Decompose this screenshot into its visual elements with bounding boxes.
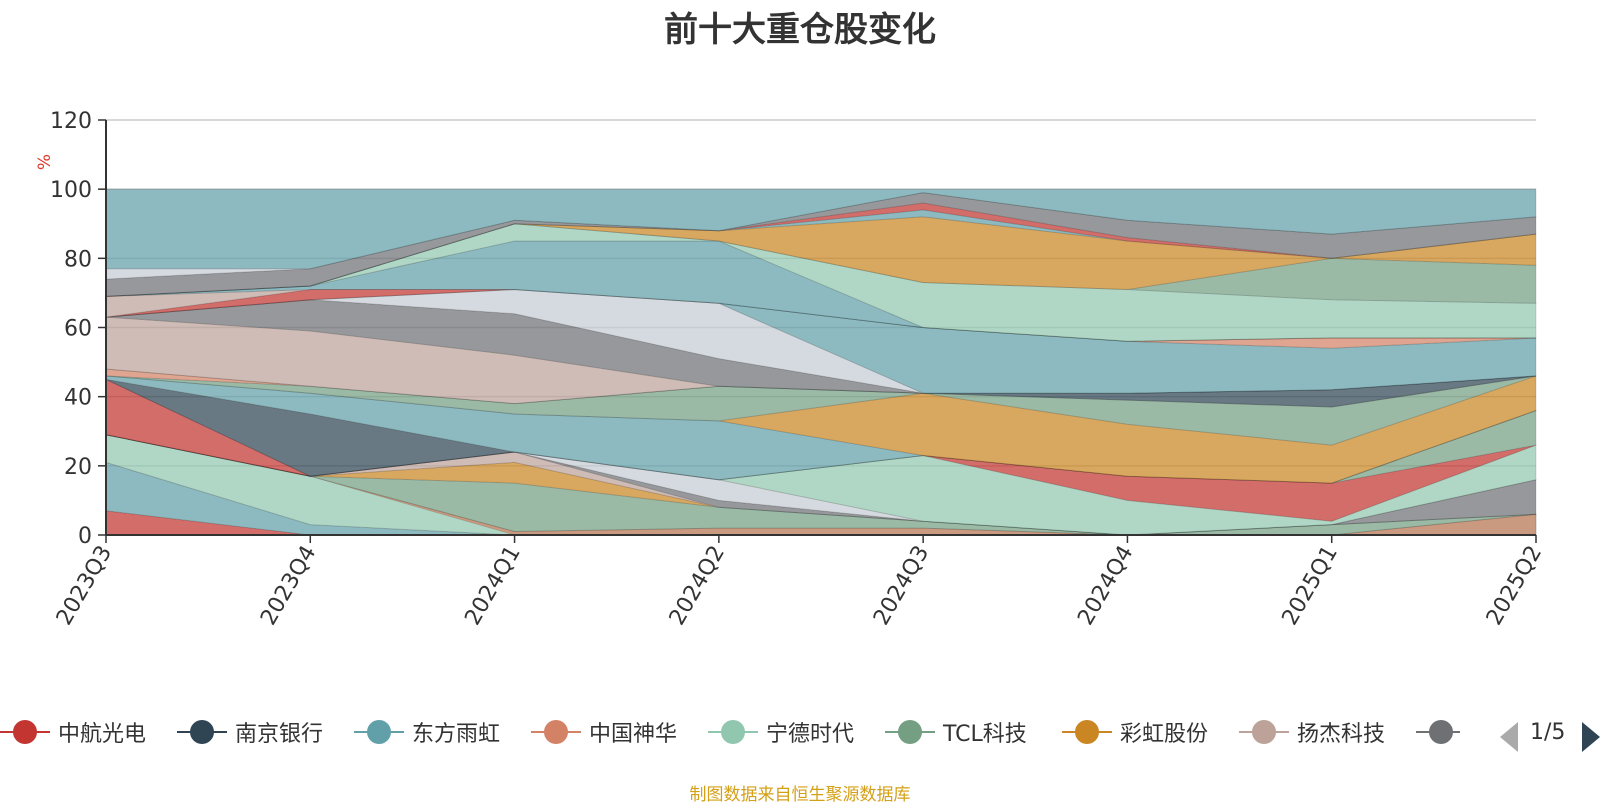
legend-marker-icon — [708, 715, 758, 749]
x-tick-label: 2024Q4 — [1073, 542, 1138, 630]
legend-marker-icon — [0, 715, 50, 749]
x-tick-label: 2024Q3 — [869, 542, 934, 630]
x-tick-label: 2024Q2 — [665, 542, 730, 630]
legend-label: 东方雨虹 — [412, 722, 501, 747]
y-tick-label: 60 — [64, 317, 92, 342]
legend-label: 宁德时代 — [766, 722, 855, 747]
area-band-23 — [105, 288, 1536, 342]
legend: 中航光电 南京银行 东方雨虹 中国神华 宁德时代 TCL科技 彩虹股份 扬杰科技 杭 — [0, 715, 1600, 755]
x-tick-label: 2023Q4 — [256, 542, 321, 630]
legend-label: TCL科技 — [943, 722, 1027, 747]
legend-label: 南京银行 — [235, 722, 324, 747]
legend-prev-page-icon[interactable] — [1500, 722, 1518, 752]
y-tick-label: 100 — [50, 178, 92, 203]
legend-item[interactable]: TCL科技 — [885, 715, 1027, 749]
legend-marker-icon — [531, 715, 581, 749]
x-tick-label: 2025Q1 — [1278, 542, 1343, 630]
legend-label: 扬杰科技 — [1297, 722, 1386, 747]
legend-marker-icon — [885, 715, 935, 749]
y-tick-label: 20 — [64, 455, 92, 480]
y-tick-label: 120 — [50, 109, 92, 134]
legend-marker-icon — [1416, 715, 1460, 749]
area-band-7 — [105, 434, 1537, 536]
y-tick-label: 80 — [64, 247, 92, 272]
legend-item[interactable]: 中国神华 — [531, 715, 677, 749]
y-tick-label: 40 — [64, 386, 92, 411]
chart-title: 前十大重仓股变化 — [664, 10, 936, 50]
legend-page-indicator: 1/5 — [1530, 720, 1566, 745]
area-band-33 — [105, 188, 1537, 270]
legend-label: 中航光电 — [58, 722, 147, 747]
legend-marker-icon — [1239, 715, 1289, 749]
legend-item[interactable]: 中航光电 — [0, 715, 146, 749]
legend-item[interactable]: 南京银行 — [177, 715, 323, 749]
legend-next-page-icon[interactable] — [1582, 722, 1600, 752]
area-band-16 — [105, 368, 1537, 408]
y-tick-label: 0 — [78, 524, 92, 549]
legend-label: 中国神华 — [589, 722, 678, 747]
x-tick-label: 2023Q3 — [52, 542, 117, 630]
legend-item[interactable]: 杭 — [1416, 715, 1460, 749]
legend-marker-icon — [354, 715, 404, 749]
chart-canvas: 0 20 40 60 80 100 120 2023Q3 2023Q4 2024Q1 2024Q2 2… — [35, 109, 1547, 630]
legend-marker-icon — [1062, 715, 1112, 749]
legend-label: 彩虹股份 — [1120, 722, 1209, 747]
area-band-31 — [105, 192, 1537, 297]
source-note: 制图数据来自恒生聚源数据库 — [689, 785, 911, 805]
x-tick-label: 2025Q2 — [1482, 542, 1547, 630]
x-tick-label: 2024Q1 — [460, 542, 525, 630]
legend-pager: 1/5 — [1500, 720, 1600, 754]
area-band-14 — [105, 375, 1537, 484]
area-series — [105, 188, 1537, 536]
legend-item[interactable]: 扬杰科技 — [1239, 715, 1385, 749]
y-axis-unit-label: % — [35, 154, 55, 170]
legend-items: 中航光电 南京银行 东方雨虹 中国神华 宁德时代 TCL科技 彩虹股份 扬杰科技 杭 — [0, 715, 1460, 755]
legend-item[interactable]: 东方雨虹 — [354, 715, 500, 749]
legend-item[interactable]: 彩虹股份 — [1062, 715, 1208, 749]
legend-item[interactable]: 宁德时代 — [708, 715, 854, 749]
legend-marker-icon — [177, 715, 227, 749]
